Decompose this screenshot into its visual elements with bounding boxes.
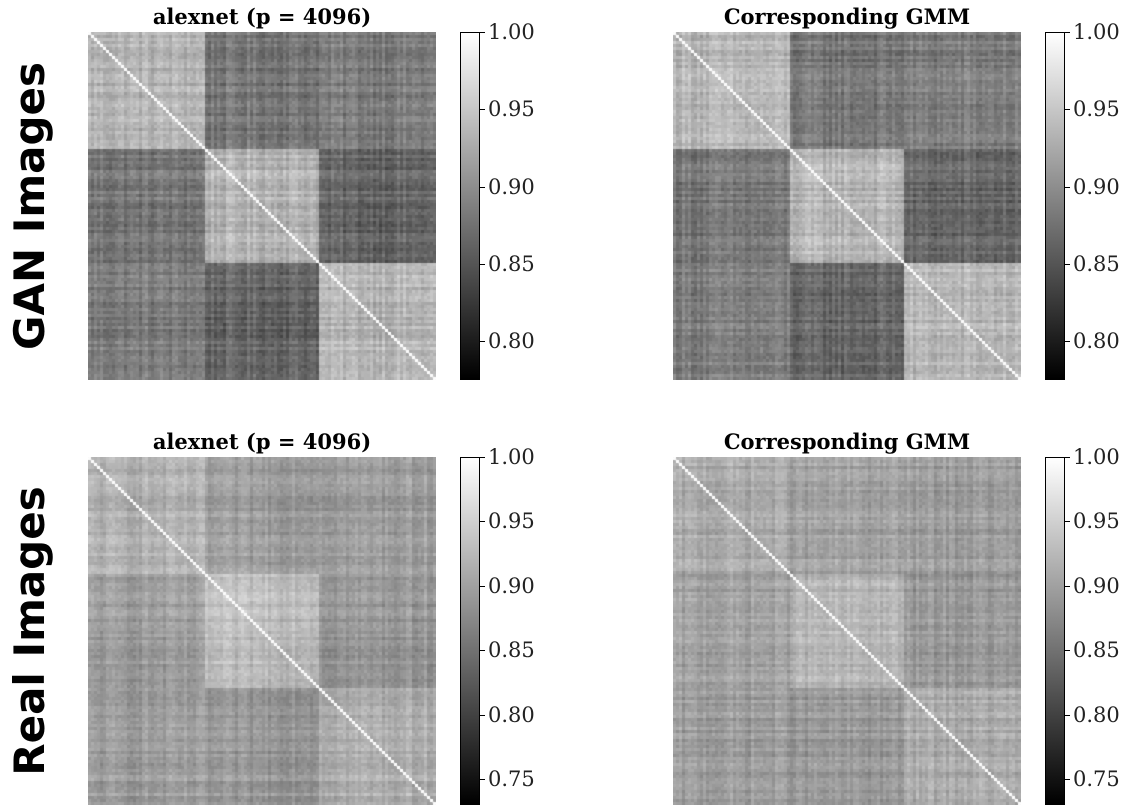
colorbar-tick-mark [1065,779,1070,781]
colorbar-tick-label: 0.85 [1073,252,1120,276]
colorbar-ticks-gan-alexnet: 0.80 0.85 0.90 0.95 1.00 [480,20,560,380]
colorbar-tick-mark [1065,650,1070,652]
colorbar-tick-mark [480,585,485,587]
colorbar-tick-label: 0.95 [1073,97,1120,122]
colorbar-tick-mark [480,779,485,781]
colorbar-ticks-real-gmm: 0.75 0.80 0.85 0.90 0.95 1.00 [1065,445,1121,805]
colorbar-tick-label: 0.90 [488,174,535,199]
heatmap-gan-alexnet [88,32,436,380]
panel-title-gan-gmm: Corresponding GMM [723,4,971,29]
colorbar-gan-gmm [1045,32,1065,380]
colorbar-tick-label: 0.80 [488,329,535,354]
colorbar-tick-mark [1065,585,1070,587]
colorbar-real-gmm [1045,457,1065,805]
colorbar-tick-mark [1065,186,1070,188]
colorbar-tick-label: 0.85 [488,252,535,276]
row-label-real: Real Images [5,486,54,776]
colorbar-tick-label: 1.00 [488,445,535,469]
panel-title-real-gmm: Corresponding GMM [723,429,971,454]
colorbar-tick-label: 0.80 [488,702,535,727]
colorbar-tick-label: 0.95 [488,97,535,122]
colorbar-tick-mark [1065,457,1070,458]
colorbar-tick-mark [1065,714,1070,716]
colorbar-tick-mark [480,109,485,111]
colorbar-tick-label: 0.75 [1073,767,1120,792]
colorbar-tick-mark [480,521,485,523]
colorbar-ticks-gan-gmm: 0.80 0.85 0.90 0.95 1.00 [1065,20,1121,380]
colorbar-tick-mark [1065,32,1070,33]
colorbar-tick-mark [480,714,485,716]
colorbar-tick-label: 0.90 [1073,174,1120,199]
colorbar-real-alexnet [460,457,480,805]
colorbar-tick-label: 0.80 [1073,702,1120,727]
colorbar-tick-mark [480,650,485,652]
panel-title-real-alexnet: alexnet (p = 4096) [152,429,372,454]
colorbar-tick-label: 0.85 [1073,638,1120,663]
colorbar-tick-mark [480,32,485,33]
colorbar-tick-label: 0.85 [488,638,535,663]
heatmap-real-gmm [673,457,1021,805]
colorbar-tick-mark [480,341,485,343]
colorbar-tick-label: 0.95 [488,509,535,534]
colorbar-tick-label: 0.90 [1073,573,1120,598]
colorbar-ticks-real-alexnet: 0.75 0.80 0.85 0.90 0.95 1.00 [480,445,560,805]
colorbar-tick-label: 0.90 [488,573,535,598]
colorbar-tick-label: 1.00 [488,20,535,44]
colorbar-tick-label: 1.00 [1073,20,1120,44]
row-label-gan: GAN Images [5,61,54,351]
colorbar-tick-label: 0.80 [1073,329,1120,354]
heatmap-real-alexnet [88,457,436,805]
colorbar-tick-mark [1065,109,1070,111]
colorbar-tick-mark [480,264,485,265]
colorbar-tick-mark [1065,341,1070,343]
colorbar-tick-mark [1065,264,1070,265]
colorbar-gan-alexnet [460,32,480,380]
heatmap-gan-gmm [673,32,1021,380]
colorbar-tick-mark [480,457,485,458]
colorbar-tick-label: 1.00 [1073,445,1120,469]
colorbar-tick-mark [480,186,485,188]
panel-title-gan-alexnet: alexnet (p = 4096) [152,4,372,29]
colorbar-tick-label: 0.95 [1073,509,1120,534]
colorbar-tick-label: 0.75 [488,767,535,792]
colorbar-tick-mark [1065,521,1070,523]
